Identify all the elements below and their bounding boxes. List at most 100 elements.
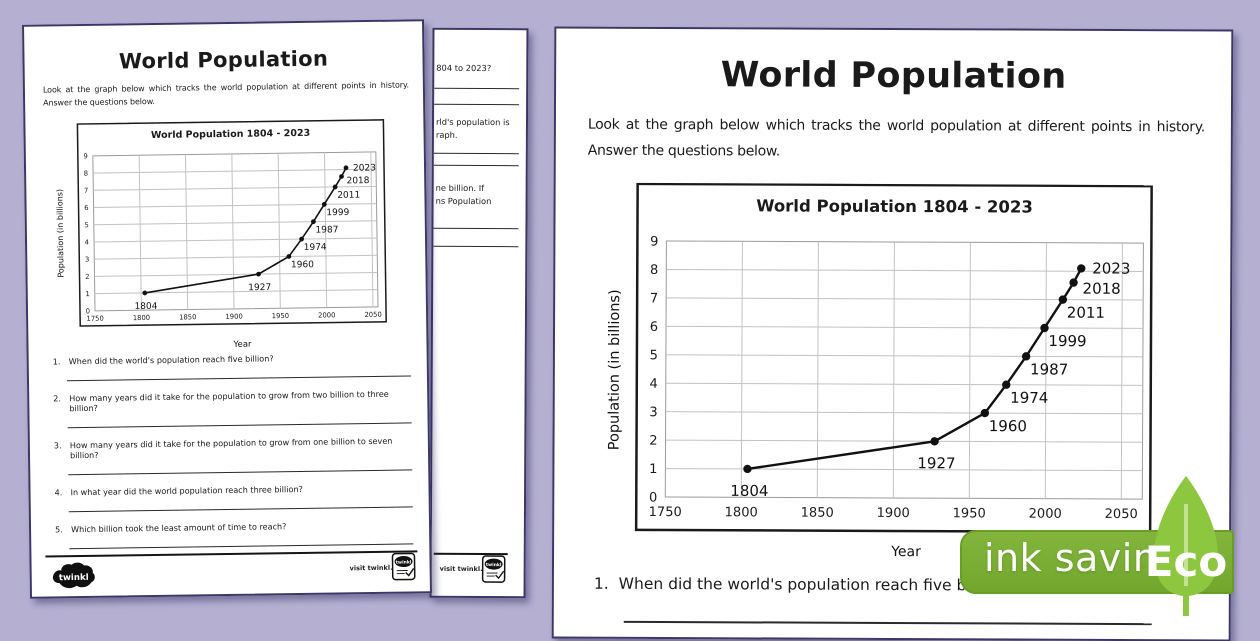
eco-leaf-icon: Eco xyxy=(1146,476,1226,616)
svg-text:2050: 2050 xyxy=(364,311,381,319)
svg-text:1927: 1927 xyxy=(917,454,955,472)
question-text: How many years did it take for the popul… xyxy=(69,388,389,414)
worksheet-page-behind: visit twinkl.com twinkl 804 to 2023? rld'… xyxy=(429,27,529,599)
svg-text:Year: Year xyxy=(890,544,921,560)
svg-text:1999: 1999 xyxy=(1048,332,1086,350)
answer-line xyxy=(433,152,519,155)
svg-text:1987: 1987 xyxy=(1030,360,1068,378)
svg-text:5: 5 xyxy=(650,348,658,363)
question-number: 4. xyxy=(54,487,63,498)
question-item: 5. Which billion took the least amount of… xyxy=(55,519,414,550)
question-item: 1. When did the world's population reach … xyxy=(52,351,411,382)
svg-text:0: 0 xyxy=(86,307,90,315)
svg-text:2: 2 xyxy=(649,434,657,449)
svg-text:1750: 1750 xyxy=(86,315,103,323)
svg-text:7: 7 xyxy=(650,291,658,306)
svg-text:1987: 1987 xyxy=(315,225,338,235)
svg-text:9: 9 xyxy=(650,234,658,249)
question-text: When did the world's population reach fi… xyxy=(68,353,274,367)
svg-text:1950: 1950 xyxy=(953,506,986,521)
intro-text: Look at the graph below which tracks the… xyxy=(588,113,1205,167)
question-text: How many years did it take for the popul… xyxy=(69,435,393,461)
question-number: 2. xyxy=(53,393,62,404)
svg-text:1950: 1950 xyxy=(272,312,289,320)
svg-text:Year: Year xyxy=(232,340,252,350)
svg-text:0: 0 xyxy=(649,490,657,505)
worksheet-page-zoomed: World Population Look at the graph below… xyxy=(551,26,1234,641)
answer-line xyxy=(433,245,519,248)
svg-text:7: 7 xyxy=(84,187,88,195)
question-item: 2. How many years did it take for the pop… xyxy=(53,388,412,429)
svg-text:3: 3 xyxy=(649,405,657,420)
svg-text:8: 8 xyxy=(84,170,88,178)
svg-text:6: 6 xyxy=(650,320,658,335)
svg-text:twinkl: twinkl xyxy=(396,559,412,565)
intro-line-2: Answer the questions below. xyxy=(587,142,780,160)
svg-text:1999: 1999 xyxy=(326,208,349,218)
svg-text:1800: 1800 xyxy=(133,314,150,322)
svg-text:2: 2 xyxy=(85,273,89,281)
twinkl-quality-badge-icon: twinkl xyxy=(481,555,506,583)
svg-text:2000: 2000 xyxy=(1029,507,1062,522)
answer-line xyxy=(66,375,411,382)
question-item: 4. In what year did the world population … xyxy=(54,482,413,513)
svg-text:6: 6 xyxy=(84,204,88,212)
page-title: World Population xyxy=(720,55,1067,97)
answer-line xyxy=(68,506,413,513)
svg-text:9: 9 xyxy=(83,152,87,160)
question-item: 1. When did the world's population reach… xyxy=(594,575,1011,595)
question-text-fragment: rld's population is xyxy=(435,116,510,128)
svg-text:1850: 1850 xyxy=(179,313,196,321)
question-text: In what year did the world population re… xyxy=(70,483,303,498)
svg-text:2018: 2018 xyxy=(1083,280,1121,298)
question-text-fragment: ne billion. If xyxy=(435,182,485,194)
question-text: When did the world's population reach fi… xyxy=(618,574,1012,595)
svg-text:1804: 1804 xyxy=(730,482,768,500)
questions-list: 1. When did the world's population reach … xyxy=(53,351,414,561)
svg-text:4: 4 xyxy=(85,238,89,246)
question-text: Which billion took the least amount of t… xyxy=(70,521,287,535)
svg-text:1900: 1900 xyxy=(225,313,242,321)
svg-text:1927: 1927 xyxy=(248,283,271,293)
svg-text:1750: 1750 xyxy=(649,505,682,520)
svg-text:2023: 2023 xyxy=(1092,259,1130,277)
svg-text:2018: 2018 xyxy=(347,176,370,186)
worksheet-page-full: World Population Look at the graph below… xyxy=(22,19,432,599)
question-number: 1. xyxy=(52,356,61,367)
svg-text:twinkl: twinkl xyxy=(59,573,89,583)
intro-text: Look at the graph below which tracks the… xyxy=(43,79,409,110)
svg-text:1: 1 xyxy=(649,462,657,477)
svg-text:3: 3 xyxy=(85,256,89,264)
question-text-fragment: raph. xyxy=(435,129,458,140)
svg-text:1: 1 xyxy=(85,290,89,298)
svg-text:1974: 1974 xyxy=(304,243,327,253)
answer-line xyxy=(434,87,520,90)
answer-line xyxy=(69,543,414,550)
svg-text:8: 8 xyxy=(650,263,658,278)
svg-text:2050: 2050 xyxy=(1105,507,1138,522)
eco-label: Eco xyxy=(1146,537,1226,586)
svg-text:2011: 2011 xyxy=(1067,304,1105,322)
svg-text:Population (in billions): Population (in billions) xyxy=(55,189,65,278)
answer-line xyxy=(67,422,412,429)
svg-text:Population (in billions): Population (in billions) xyxy=(606,289,623,450)
answer-line xyxy=(433,227,519,230)
answer-line xyxy=(433,164,519,167)
svg-text:twinkl: twinkl xyxy=(486,562,502,568)
svg-text:1850: 1850 xyxy=(801,506,834,521)
question-number: 1. xyxy=(593,574,609,593)
svg-text:1900: 1900 xyxy=(877,506,910,521)
answer-line xyxy=(68,469,413,476)
svg-text:2000: 2000 xyxy=(318,311,335,319)
population-line-chart-small: World Population 1804 - 2023 0 1 2 3 4 5 6 7 8 9 17… xyxy=(55,119,387,350)
svg-text:World Population 1804 - 2023: World Population 1804 - 2023 xyxy=(151,128,310,141)
question-text-fragment: ns Population xyxy=(435,195,492,207)
svg-text:2023: 2023 xyxy=(353,163,376,173)
svg-text:2011: 2011 xyxy=(337,191,360,201)
ink-saving-eco-badge: ink saving Eco xyxy=(960,474,1234,624)
svg-text:World Population 1804 - 2023: World Population 1804 - 2023 xyxy=(756,196,1033,216)
svg-text:1800: 1800 xyxy=(725,505,758,520)
question-number: 3. xyxy=(53,440,62,451)
question-item: 3. How many years did it take for the pop… xyxy=(53,435,413,476)
twinkl-logo-icon: twinkl xyxy=(52,562,95,589)
